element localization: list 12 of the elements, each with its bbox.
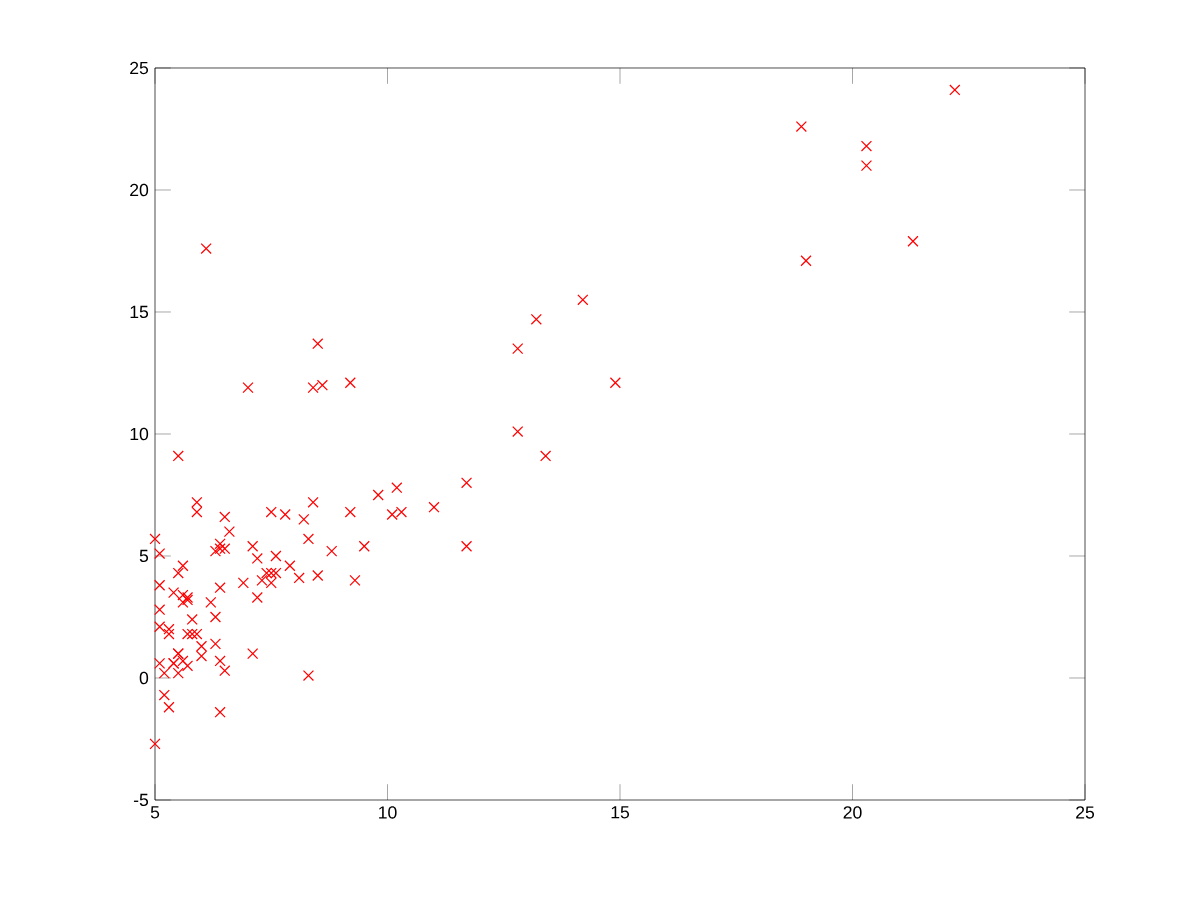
y-tick-label: 5	[139, 549, 149, 563]
y-tick-label: 10	[130, 427, 149, 441]
x-tick-label: 25	[1076, 806, 1095, 819]
y-tick-label: 20	[130, 183, 149, 197]
y-tick-label: 0	[139, 671, 149, 685]
x-tick-label: 15	[611, 806, 630, 819]
x-tick-label: 20	[843, 806, 862, 819]
x-tick-label: 10	[379, 806, 397, 819]
x-tick-label: 5	[150, 806, 160, 819]
y-tick-label: -5	[133, 793, 149, 807]
y-tick-label: 15	[130, 305, 149, 319]
y-tick-label: 25	[130, 61, 149, 75]
